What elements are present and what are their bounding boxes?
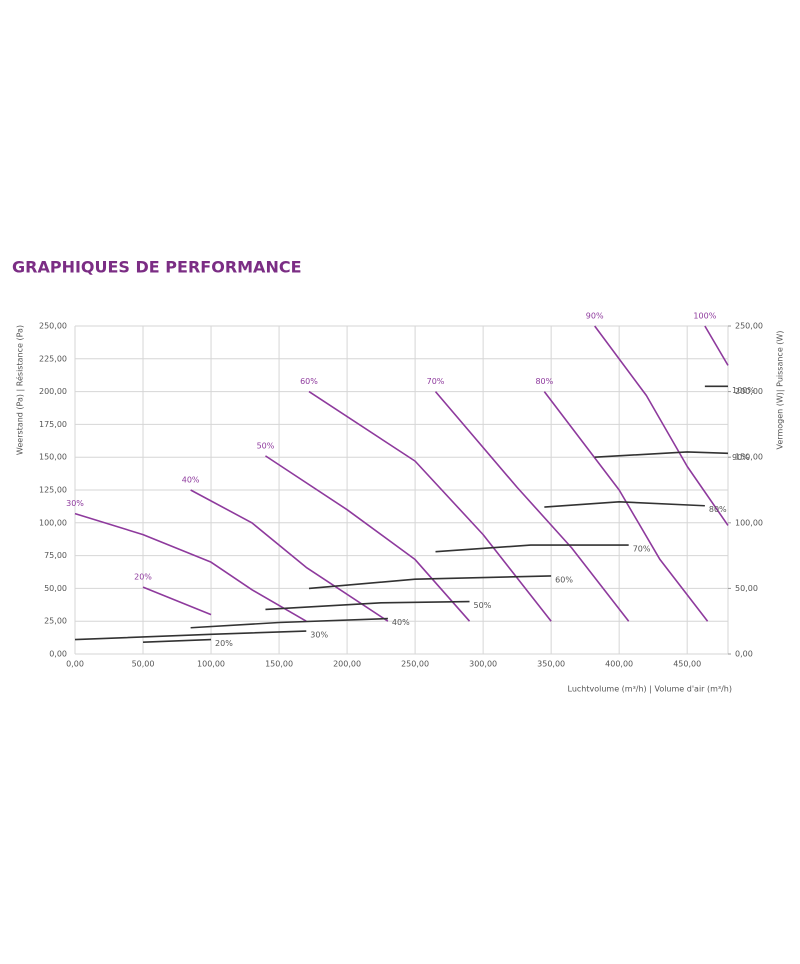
curve — [435, 544, 629, 553]
curve — [190, 489, 389, 622]
x-tick-label: 50,00 — [132, 660, 155, 669]
curve — [74, 512, 307, 622]
y-tick-label: 0,00 — [49, 650, 67, 659]
curve — [190, 617, 388, 629]
curve — [544, 501, 705, 508]
x-tick-label: 200,00 — [333, 660, 361, 669]
y2-tick-label: 50,00 — [735, 584, 758, 593]
y2-tick-label: 0,00 — [735, 650, 753, 659]
y-tick-label: 75,00 — [44, 551, 67, 560]
x-tick-label: 450,00 — [673, 660, 701, 669]
x-tick-label: 100,00 — [197, 660, 225, 669]
y-tick-label: 200,00 — [39, 387, 67, 396]
curve — [308, 390, 552, 622]
curve-label: 40% — [182, 476, 200, 485]
curve-label: 20% — [134, 573, 152, 582]
curve — [434, 391, 630, 622]
curve — [594, 325, 729, 526]
y2-tick-label: 200,00 — [735, 387, 763, 396]
y-tick-label: 125,00 — [39, 486, 67, 495]
x-axis-label: Luchtvolume (m³/h) | Volume d'air (m³/h) — [568, 685, 733, 694]
y-tick-label: 25,00 — [44, 617, 67, 626]
curve — [704, 325, 729, 366]
x-tick-label: 250,00 — [401, 660, 429, 669]
y-axis-label: Weerstand (Pa) | Résistance (Pa) — [15, 325, 25, 455]
y-tick-label: 150,00 — [39, 453, 67, 462]
y-tick-label: 225,00 — [39, 354, 67, 363]
curve-label: 90% — [732, 453, 750, 462]
y-tick-label: 250,00 — [39, 322, 67, 331]
curve-label: 60% — [300, 377, 318, 386]
curve — [265, 455, 471, 622]
x-tick-label: 400,00 — [605, 660, 633, 669]
curve-label: 90% — [586, 312, 604, 321]
curve-label: 20% — [215, 639, 233, 648]
curve — [142, 586, 212, 616]
x-tick-label: 300,00 — [469, 660, 497, 669]
curve — [74, 630, 307, 641]
x-tick-label: 0,00 — [66, 660, 84, 669]
curve — [594, 451, 729, 458]
curve-label: 30% — [66, 499, 84, 508]
curve-label: 100% — [732, 386, 755, 395]
chart-title: GRAPHIQUES DE PERFORMANCE — [12, 258, 302, 277]
curve-label: 70% — [633, 545, 651, 554]
y-tick-label: 175,00 — [39, 420, 67, 429]
curve-label: 50% — [474, 601, 492, 610]
curve-label: 100% — [693, 312, 716, 321]
y2-tick-label: 100,00 — [735, 518, 763, 527]
x-tick-label: 350,00 — [537, 660, 565, 669]
curve-label: 30% — [310, 631, 328, 640]
y-tick-label: 50,00 — [44, 584, 67, 593]
curve-label: 70% — [427, 377, 445, 386]
curve-label: 80% — [709, 505, 727, 514]
curve-label: 50% — [257, 441, 275, 450]
curve-label: 80% — [535, 377, 553, 386]
curve — [543, 391, 709, 622]
x-tick-label: 150,00 — [265, 660, 293, 669]
y-tick-label: 100,00 — [39, 518, 67, 527]
curve — [265, 600, 470, 611]
y2-axis-label: Vermogen (W)| Puissance (W) — [776, 331, 785, 450]
curve — [142, 638, 212, 643]
curve-label: 40% — [392, 618, 410, 627]
curve — [308, 575, 552, 590]
curve-label: 60% — [555, 575, 573, 584]
y2-tick-label: 250,00 — [735, 322, 763, 331]
y2-tick-label: 150,00 — [735, 453, 763, 462]
